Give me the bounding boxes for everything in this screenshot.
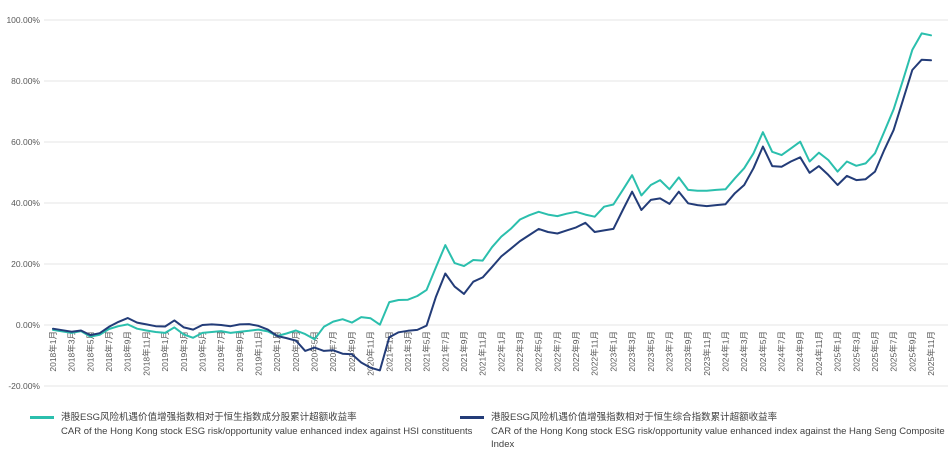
x-axis-tick-label: 2025年5月: [870, 331, 880, 372]
x-axis-tick-label: 2021年1月: [384, 331, 394, 372]
x-axis-tick-label: 2024年5月: [758, 331, 768, 372]
x-axis-tick-label: 2020年9月: [347, 331, 357, 372]
y-axis-tick-label: 20.00%: [11, 259, 40, 269]
x-axis-tick-label: 2018年5月: [85, 331, 95, 372]
navy-series-line-marker: [460, 416, 484, 419]
x-axis-tick-label: 2025年1月: [833, 331, 843, 372]
plot-area: 100.00% 80.00% 60.00% 40.00% 20.00% 0.00% -20.…: [6, 15, 948, 391]
x-axis-tick-label: 2024年11月: [814, 331, 824, 376]
legend-item-hang-seng-composite: 港股ESG风险机遇价值增强指数相对于恒生综合指数累计超额收益率 CAR of t…: [460, 411, 951, 450]
x-axis-tick-label: 2020年1月: [272, 331, 282, 372]
x-axis-tick-label: 2025年3月: [851, 331, 861, 372]
x-axis-tick-label: 2022年7月: [552, 331, 562, 372]
x-axis-tick-label: 2021年7月: [440, 331, 450, 372]
legend-label-zh-hsi: 港股ESG风险机遇价值增强指数相对于恒生指数成分股累计超额收益率: [61, 412, 357, 423]
legend-label-en-hscl: CAR of the Hong Kong stock ESG risk/oppo…: [491, 425, 945, 450]
x-axis-tick-label: 2021年9月: [459, 331, 469, 372]
x-axis-tick-label: 2025年7月: [889, 331, 899, 372]
x-axis-tick-label: 2019年11月: [253, 331, 263, 376]
x-axis-tick-label: 2023年1月: [608, 331, 618, 372]
x-axis-tick-label: 2023年5月: [646, 331, 656, 372]
y-axis-tick-label: 40.00%: [11, 198, 40, 208]
x-axis-tick-label: 2023年3月: [627, 331, 637, 372]
x-axis-tick-label: 2018年7月: [104, 331, 114, 372]
x-axis-tick-label: 2020年3月: [291, 331, 301, 372]
legend-item-hsi-constituents: 港股ESG风险机遇价值增强指数相对于恒生指数成分股累计超额收益率 CAR of …: [30, 411, 472, 438]
y-axis-tick-label: 60.00%: [11, 137, 40, 147]
legend-label-en-hsi: CAR of the Hong Kong stock ESG risk/oppo…: [61, 425, 473, 437]
x-axis-tick-label: 2019年5月: [197, 331, 207, 372]
series-line-1: [52, 58, 932, 372]
x-axis-tick-label: 2023年9月: [683, 331, 693, 372]
x-axis-tick-label: 2018年3月: [67, 331, 77, 372]
x-axis-tick-label: 2022年11月: [590, 331, 600, 376]
x-axis-tick-label: 2025年11月: [926, 331, 936, 376]
x-axis-tick-label: 2018年1月: [48, 331, 58, 372]
x-axis-tick-label: 2024年9月: [795, 331, 805, 372]
x-axis-tick-label: 2024年1月: [721, 331, 731, 372]
legend-label-zh-hscl: 港股ESG风险机遇价值增强指数相对于恒生综合指数累计超额收益率: [491, 412, 778, 423]
x-axis-tick-label: 2019年9月: [235, 331, 245, 372]
x-axis-tick-label: 2018年9月: [123, 331, 133, 372]
x-axis-tick-label: 2023年11月: [702, 331, 712, 376]
teal-series-line-marker: [30, 416, 54, 419]
series-line-0: [52, 32, 932, 341]
y-axis-tick-label: 80.00%: [11, 76, 40, 86]
x-axis-tick-label: 2021年3月: [403, 331, 413, 372]
x-axis-tick-label: 2024年3月: [739, 331, 749, 372]
x-axis-tick-label: 2020年11月: [366, 331, 376, 376]
x-axis-tick-label: 2022年1月: [496, 331, 506, 372]
x-axis-tick-label: 2022年3月: [515, 331, 525, 372]
y-axis-tick-label: -20.00%: [8, 381, 40, 391]
y-axis-tick-label: 100.00%: [6, 15, 40, 25]
x-axis-tick-label: 2019年7月: [216, 331, 226, 372]
x-axis-tick-label: 2021年5月: [422, 331, 432, 372]
x-axis-tick-label: 2023年7月: [664, 331, 674, 372]
y-axis-tick-label: 0.00%: [16, 320, 41, 330]
x-axis-tick-label: 2019年1月: [160, 331, 170, 372]
x-axis-tick-label: 2019年3月: [179, 331, 189, 372]
x-axis-tick-label: 2021年11月: [478, 331, 488, 376]
x-axis-tick-label: 2022年9月: [571, 331, 581, 372]
x-axis-tick-label: 2018年11月: [141, 331, 151, 376]
x-axis-tick-label: 2022年5月: [534, 331, 544, 372]
x-axis-tick-label: 2025年9月: [907, 331, 917, 372]
x-axis-tick-label: 2024年7月: [777, 331, 787, 372]
x-axis-tick-label: 2020年5月: [310, 331, 320, 372]
